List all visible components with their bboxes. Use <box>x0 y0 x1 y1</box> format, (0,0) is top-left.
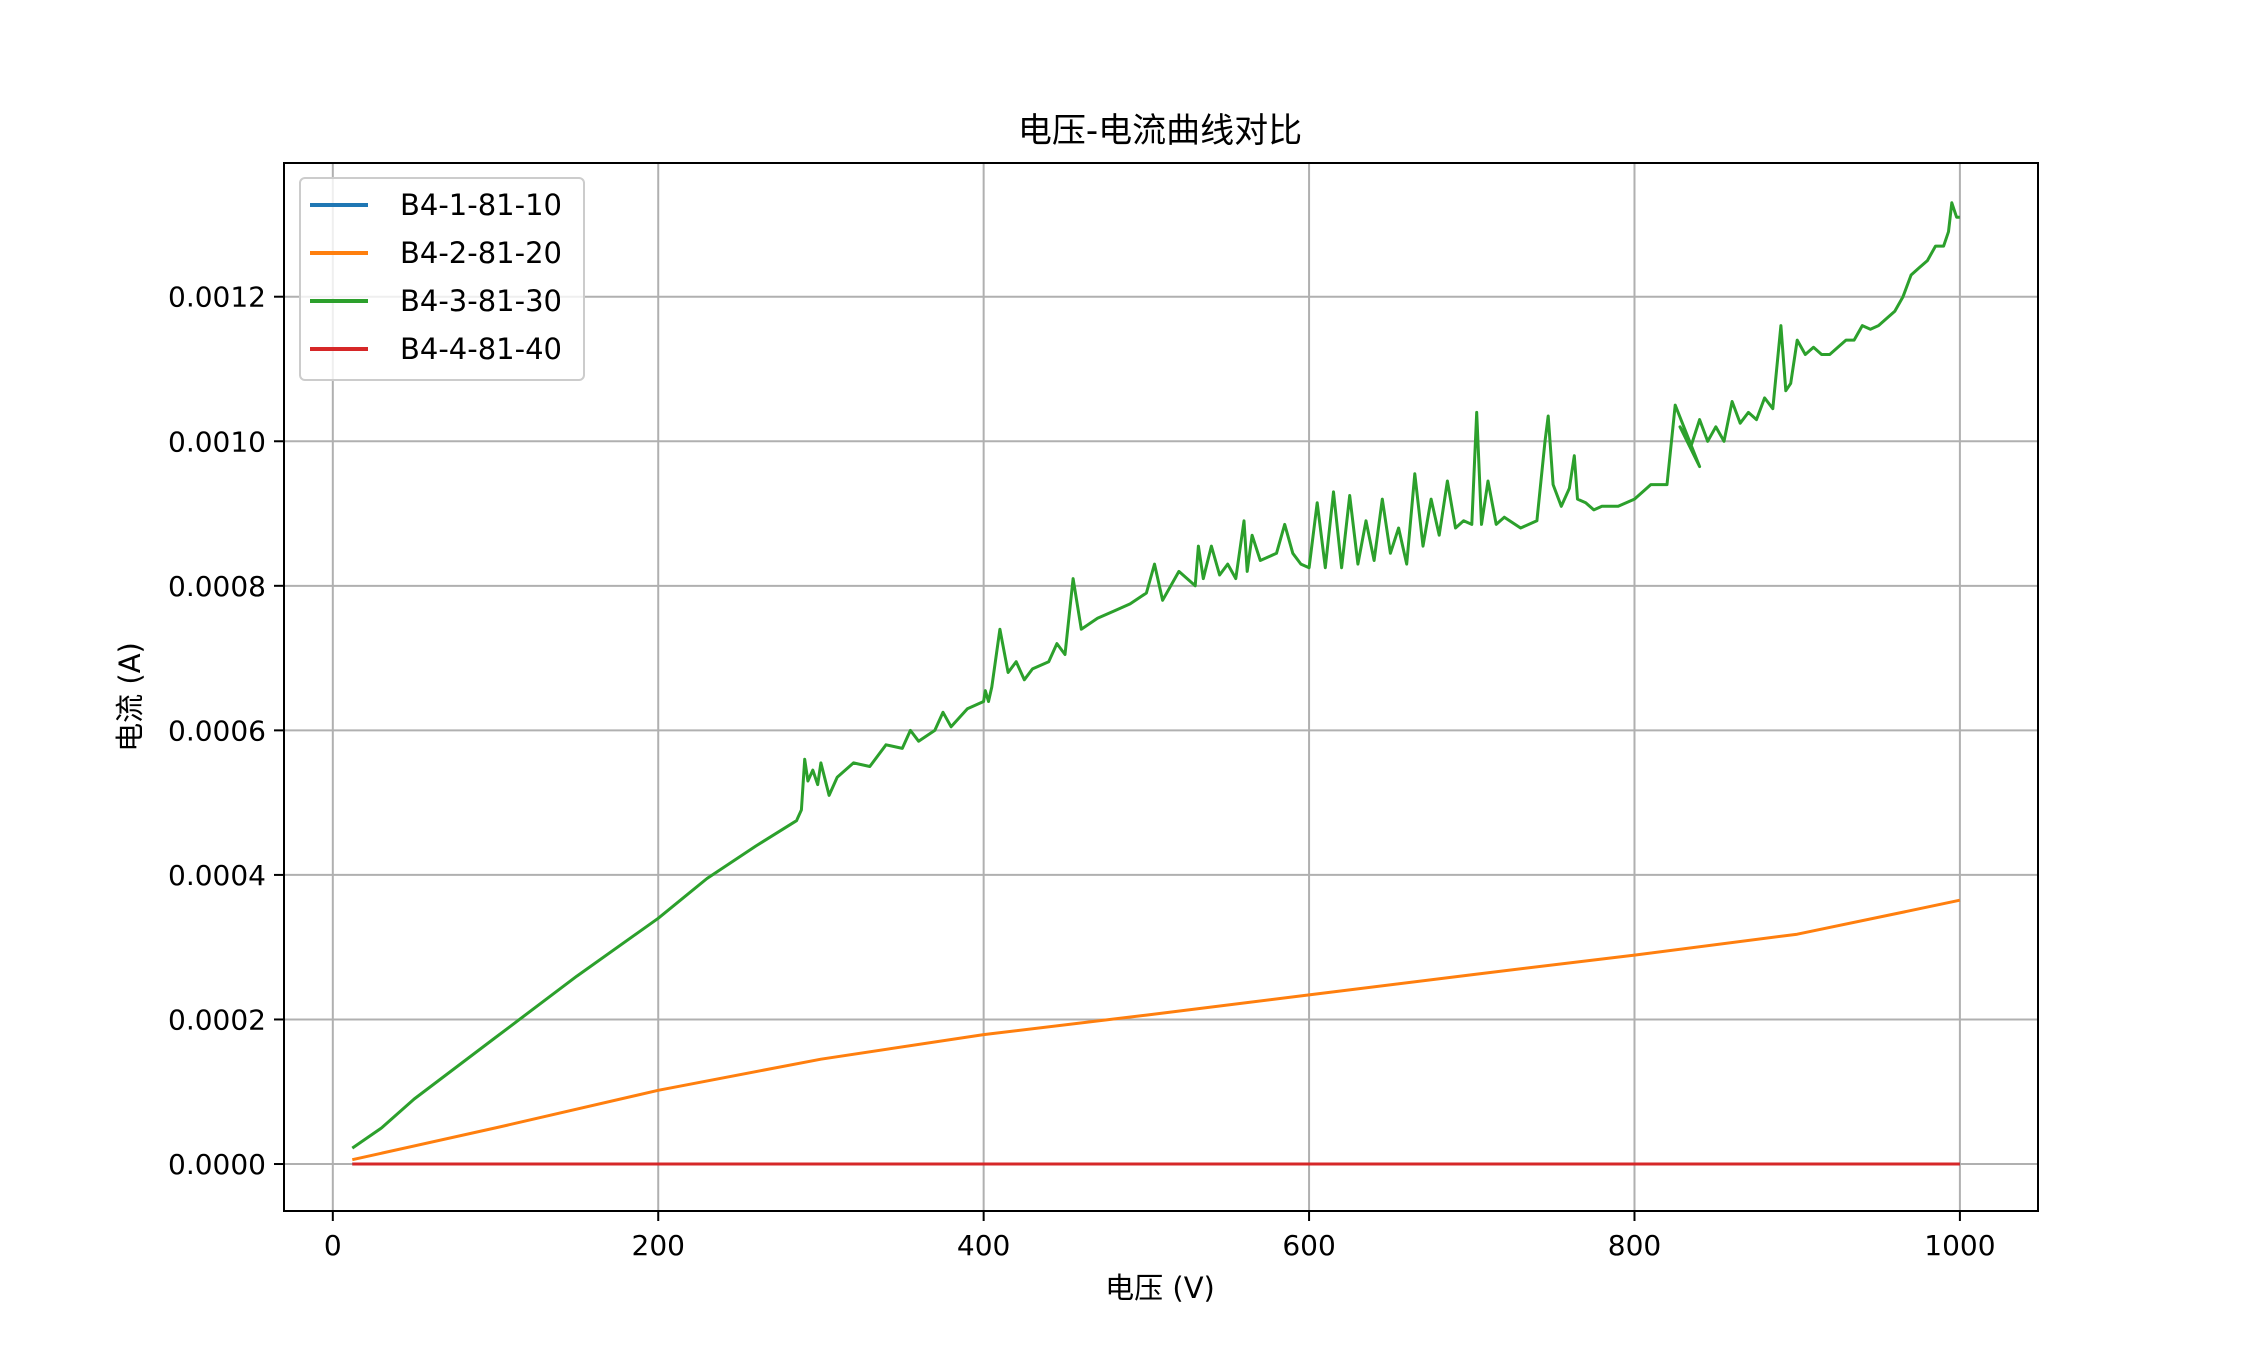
series-line-2 <box>351 898 1961 1162</box>
x-tick-label: 200 <box>632 1229 685 1262</box>
y-tick-label: 0.0012 <box>168 281 266 314</box>
x-axis-label: 电压 (V) <box>1105 1271 1215 1305</box>
x-tick-label: 800 <box>1608 1229 1661 1262</box>
series-line-3 <box>351 201 1960 1150</box>
legend-label: B4-3-81-30 <box>400 284 562 318</box>
x-tick-label: 1000 <box>1924 1229 1995 1262</box>
x-tick-label: 600 <box>1282 1229 1335 1262</box>
legend-box <box>299 177 585 381</box>
series-group <box>351 201 1961 1166</box>
legend-label: B4-2-81-20 <box>400 236 562 270</box>
y-tick-label: 0.0002 <box>168 1003 266 1036</box>
y-axis-label: 电流 (A) <box>113 642 147 752</box>
legend: B4-1-81-10 B4-2-81-20 B4-3-81-30 B4-4-81-40 <box>299 177 585 381</box>
y-tick-label: 0.0008 <box>168 570 266 603</box>
x-tick-label: 400 <box>957 1229 1010 1262</box>
chart-title: 电压-电流曲线对比 <box>1018 111 1302 151</box>
y-tick-label: 0.0004 <box>168 859 266 892</box>
ticks: 0 200 400 600 800 1000 0.0000 0.0002 0.0004 0.000… <box>168 281 1996 1262</box>
plot-frame <box>283 162 2039 1212</box>
legend-label: B4-4-81-40 <box>400 332 562 366</box>
x-tick-label: 0 <box>324 1229 342 1262</box>
y-tick-label: 0.0010 <box>168 425 266 458</box>
y-tick-label: 0.0006 <box>168 714 266 747</box>
legend-label: B4-1-81-10 <box>400 188 562 222</box>
y-tick-label: 0.0000 <box>168 1148 266 1181</box>
